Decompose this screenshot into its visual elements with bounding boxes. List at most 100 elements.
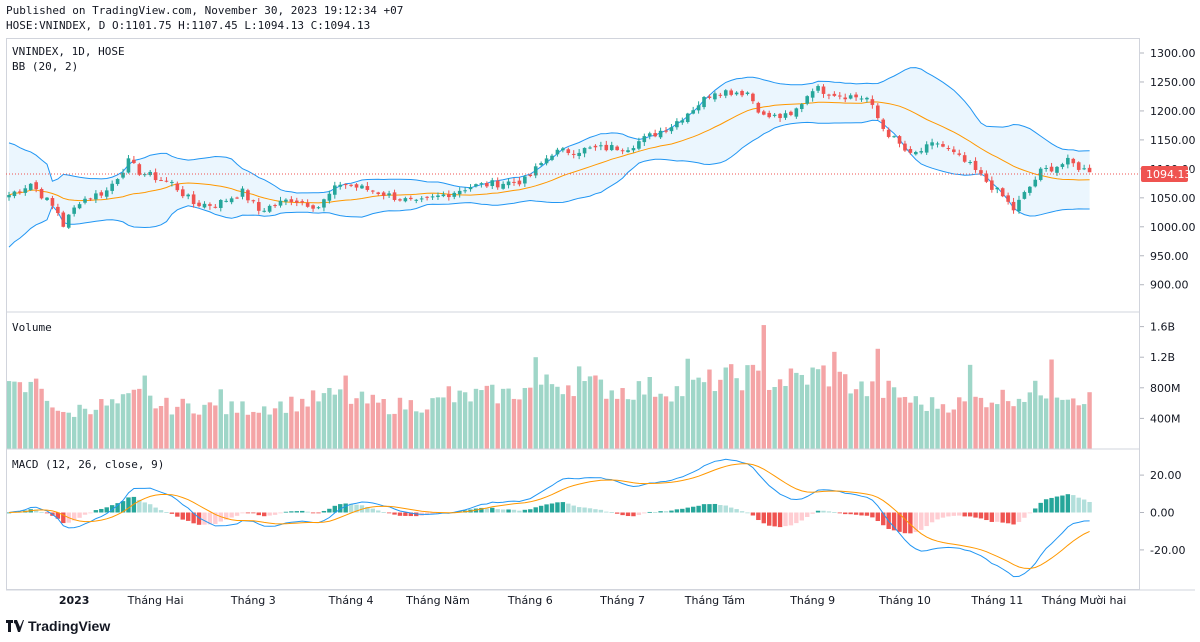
candle xyxy=(669,124,674,134)
volume-bar xyxy=(131,389,137,449)
candle xyxy=(897,135,902,148)
volume-bar xyxy=(495,403,500,449)
macd-histogram-bar xyxy=(185,512,191,521)
macd-histogram-bar xyxy=(566,503,571,513)
macd-histogram-bar xyxy=(1005,512,1011,524)
time-tick-label: Tháng 6 xyxy=(507,594,553,607)
volume-bar xyxy=(886,380,891,449)
candle-body xyxy=(398,199,402,201)
time-tick-label: Tháng 4 xyxy=(328,594,374,607)
candle-body xyxy=(360,185,364,189)
candle-body xyxy=(235,197,239,199)
macd-histogram-bar xyxy=(1065,494,1071,513)
macd-histogram-bar xyxy=(940,512,946,518)
volume-bar xyxy=(468,401,473,449)
candle-body xyxy=(870,99,875,105)
candle xyxy=(799,102,804,113)
time-tick-label: 2023 xyxy=(59,594,90,607)
volume-bar xyxy=(473,388,479,449)
candle xyxy=(1006,192,1010,205)
candle-body xyxy=(251,200,256,202)
volume-bar xyxy=(859,381,864,449)
macd-histogram-bar xyxy=(1022,512,1027,518)
candle-body xyxy=(973,160,978,170)
candle xyxy=(284,198,288,206)
candle xyxy=(294,197,299,207)
volume-bar xyxy=(348,403,354,449)
macd-histogram-bar xyxy=(973,512,978,518)
macd-histogram-bar xyxy=(783,512,788,527)
candle-body xyxy=(984,173,989,182)
candle-body xyxy=(186,194,190,197)
volume-bar xyxy=(327,387,332,449)
macd-label[interactable]: MACD (12, 26, close, 9) xyxy=(12,458,164,471)
candle xyxy=(485,181,489,188)
candle-body xyxy=(485,183,489,187)
candle-body xyxy=(294,200,299,203)
candle xyxy=(66,213,71,230)
macd-histogram-bar xyxy=(538,505,544,513)
candle xyxy=(653,129,657,138)
candle-body xyxy=(409,197,413,200)
macd-histogram-bar xyxy=(517,510,522,513)
candle-body xyxy=(1028,186,1032,193)
tradingview-brand: TradingView xyxy=(28,618,111,634)
candle-body xyxy=(56,206,60,214)
macd-histogram-bar xyxy=(891,512,897,531)
candle xyxy=(414,198,419,204)
volume-bar xyxy=(805,384,810,449)
volume-label[interactable]: Volume xyxy=(12,321,52,334)
candle xyxy=(713,91,717,102)
candle xyxy=(1028,186,1032,196)
volume-bar xyxy=(636,381,642,449)
candle-body xyxy=(827,94,831,96)
candle xyxy=(153,168,158,183)
symbol-label[interactable]: VNINDEX, 1D, HOSE xyxy=(12,45,125,58)
volume-bar xyxy=(126,393,131,449)
published-text: Published on TradingView.com, November 3… xyxy=(6,4,404,17)
macd-histogram-bar xyxy=(1043,499,1049,513)
macd-histogram-bar xyxy=(294,511,299,513)
candle-body xyxy=(1087,167,1092,173)
candle-body xyxy=(452,192,457,197)
volume-bar xyxy=(490,384,495,449)
price-tick-label: 1300.00 xyxy=(1150,47,1196,60)
volume-tick-label: 1.6B xyxy=(1150,321,1175,334)
candle xyxy=(305,199,310,208)
candle-body xyxy=(935,143,940,145)
candle xyxy=(555,147,560,157)
candle-body xyxy=(164,180,169,182)
volume-bar xyxy=(598,379,604,449)
macd-histogram-bar xyxy=(109,505,115,513)
candle xyxy=(278,196,283,208)
tradingview-logo[interactable]: TradingView xyxy=(6,618,110,634)
volume-bar xyxy=(12,381,17,449)
volume-bar xyxy=(1022,401,1027,449)
volume-bar xyxy=(908,402,913,449)
candle-body xyxy=(685,113,690,122)
volume-bar xyxy=(1071,398,1076,449)
candle-body xyxy=(414,199,419,201)
macd-histogram-bar xyxy=(153,507,158,513)
time-tick-label: Tháng Năm xyxy=(405,594,470,607)
macd-histogram-bar xyxy=(484,508,490,513)
candle xyxy=(914,150,918,156)
candle-body xyxy=(39,189,44,199)
volume-bar xyxy=(180,398,185,449)
volume-bar xyxy=(870,381,875,449)
volume-bar xyxy=(995,404,1000,449)
macd-indicator xyxy=(6,458,1092,578)
candle xyxy=(881,118,886,132)
candle xyxy=(865,96,869,103)
volume-bar xyxy=(430,398,435,449)
macd-histogram-bar xyxy=(71,512,77,521)
bb-label[interactable]: BB (20, 2) xyxy=(12,60,78,73)
candle xyxy=(251,199,256,204)
candle xyxy=(349,184,353,188)
candle-body xyxy=(675,121,679,128)
candle xyxy=(990,176,994,193)
candle xyxy=(240,186,245,200)
macd-histogram-bar xyxy=(935,512,940,520)
volume-bar xyxy=(294,411,299,449)
